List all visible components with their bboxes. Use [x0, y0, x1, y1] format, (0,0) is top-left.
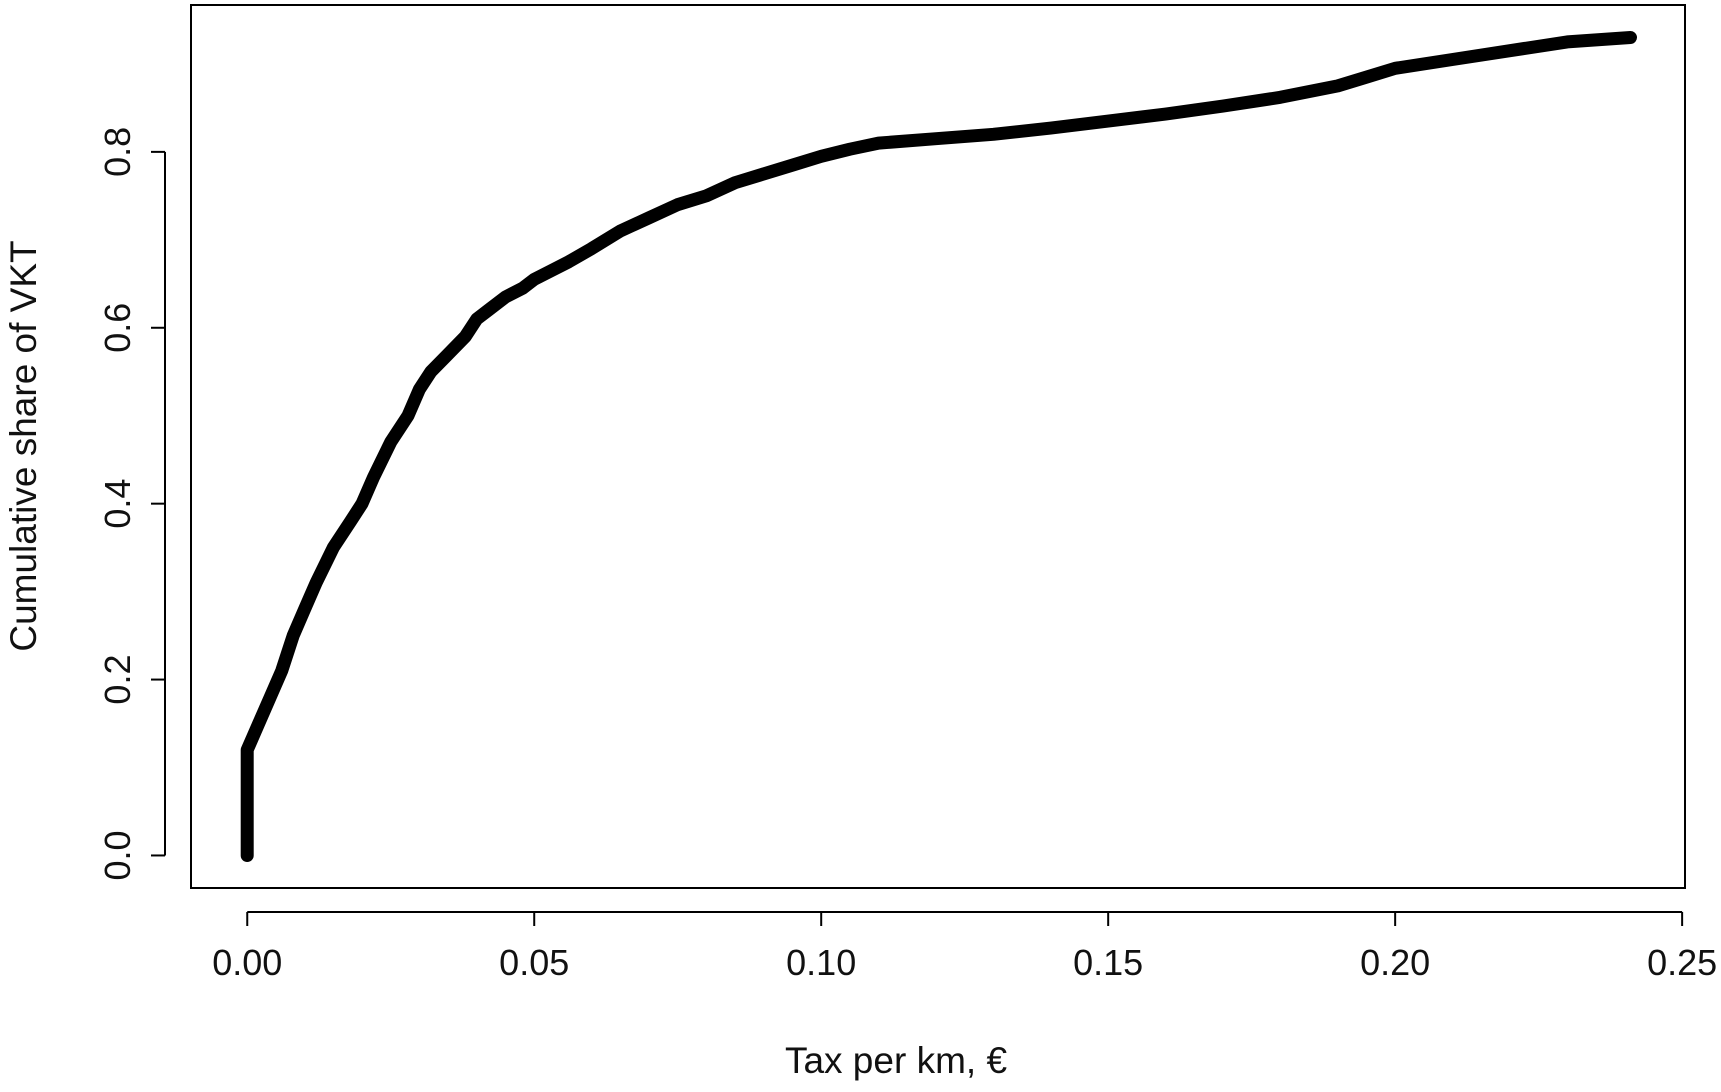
y-axis: 0.0 0.2 0.4 0.6 0.8	[97, 127, 166, 880]
x-tick-label: 0.00	[212, 942, 282, 983]
y-tick-label: 0.8	[97, 127, 138, 177]
series-line	[240, 31, 1637, 862]
y-tick-label: 0.4	[97, 479, 138, 529]
y-tick-label: 0.0	[97, 830, 138, 880]
y-axis-label: Cumulative share of VKT	[3, 240, 44, 651]
x-axis: 0.00 0.05 0.10 0.15 0.20 0.25	[212, 911, 1717, 983]
x-axis-label: Tax per km, €	[785, 1040, 1007, 1081]
y-tick-label: 0.6	[97, 303, 138, 353]
x-tick-label: 0.25	[1647, 942, 1717, 983]
x-tick-label: 0.10	[786, 942, 856, 983]
x-tick-label: 0.05	[499, 942, 569, 983]
x-tick-label: 0.15	[1073, 942, 1143, 983]
plot-frame	[190, 4, 1686, 889]
x-tick-label: 0.20	[1360, 942, 1430, 983]
y-tick-label: 0.2	[97, 655, 138, 705]
